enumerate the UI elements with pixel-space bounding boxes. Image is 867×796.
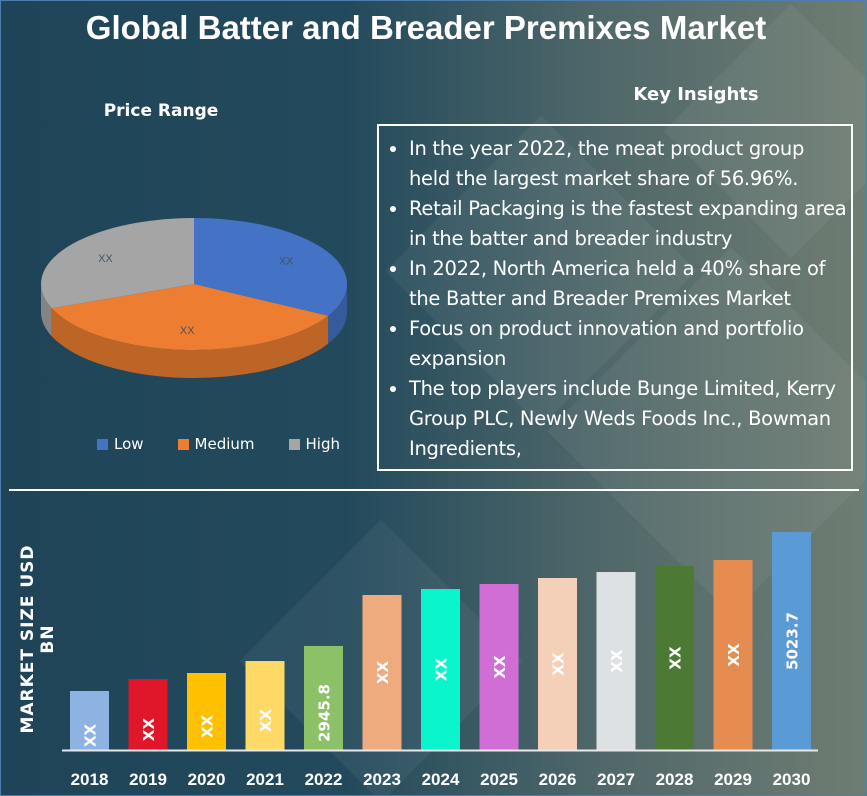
legend-swatch (288, 438, 300, 450)
bar-2023 (362, 595, 402, 750)
x-tick-label: 2020 (188, 770, 226, 789)
insight-item: Retail Packaging is the fastest expandin… (409, 194, 847, 254)
x-tick-label: 2022 (305, 770, 343, 789)
key-insights-box: In the year 2022, the meat product group… (377, 124, 853, 471)
x-tick-label: 2021 (246, 770, 284, 789)
legend-label: Medium (194, 435, 255, 453)
pie-chart-title: Price Range (103, 101, 219, 121)
bar-data-label: XX (433, 658, 451, 682)
bar-2026 (538, 578, 577, 750)
legend-item-high: High (288, 435, 341, 453)
bar-2029 (713, 560, 753, 750)
x-tick-label: 2029 (714, 770, 752, 789)
bar-2022 (304, 645, 343, 750)
bar-data-label: XX (667, 646, 685, 670)
section-divider (9, 489, 859, 491)
bar-data-label: XX (550, 652, 568, 676)
pie-data-label: XX (180, 325, 195, 337)
pie-slice-low (194, 218, 347, 316)
x-tick-label: 2018 (71, 770, 109, 789)
x-tick-label: 2028 (656, 770, 694, 789)
x-tick-label: 2027 (597, 770, 635, 789)
bar-2030 (772, 532, 811, 750)
legend-swatch (97, 438, 108, 450)
key-insights-title: Key Insights (633, 84, 759, 105)
bar-data-label: XX (491, 655, 509, 679)
x-tick-label: 2024 (422, 770, 460, 789)
bar-2024 (421, 589, 460, 750)
bar-2027 (596, 572, 636, 750)
x-tick-label: 2023 (363, 770, 401, 789)
pie-slice-side (328, 284, 347, 344)
legend-swatch (177, 438, 189, 450)
bar-data-label: XX (199, 715, 217, 739)
pie-legend: Low Medium High (97, 435, 340, 453)
page-title: Global Batter and Breader Premixes Marke… (85, 9, 767, 46)
bar-2020 (187, 672, 226, 750)
bar-2018 (70, 690, 109, 750)
pie-slice-medium (51, 284, 329, 350)
bar-2025 (479, 584, 519, 750)
pie-chart: XX XX XX (41, 218, 347, 378)
bar-data-label: XX (374, 661, 392, 685)
bar-data-label: XX (725, 643, 743, 667)
bar-2019 (128, 679, 168, 750)
legend-label: High (305, 435, 341, 453)
pie-slice-high (41, 218, 195, 309)
pie-slice-side (51, 308, 329, 378)
x-tick-label: 2025 (480, 770, 518, 789)
legend-item-medium: Medium (177, 435, 255, 453)
pie-slice-side (41, 284, 52, 337)
legend-item-low: Low (97, 435, 144, 453)
bar-2021 (245, 661, 285, 750)
bar-data-label: 2945.8 (316, 684, 334, 742)
pie-data-label: XX (279, 255, 294, 267)
bar-data-label: XX (140, 718, 158, 742)
x-tick-label: 2030 (773, 770, 811, 789)
insight-item: In 2022, North America held a 40% share … (409, 254, 847, 314)
pie-data-label: XX (98, 253, 113, 265)
bar-data-label: XX (608, 649, 626, 673)
bar-2028 (655, 566, 694, 750)
insight-item: The top players include Bunge Limited, K… (409, 374, 847, 464)
bar-data-label: XX (82, 723, 100, 747)
x-tick-label: 2026 (539, 770, 577, 789)
x-tick-label: 2019 (129, 770, 167, 789)
insight-item: Focus on product innovation and portfoli… (409, 314, 847, 374)
insight-item: In the year 2022, the meat product group… (409, 134, 847, 194)
bar-data-label: XX (257, 709, 275, 733)
bar-data-label: 5023.7 (784, 612, 802, 670)
legend-label: Low (114, 435, 144, 453)
